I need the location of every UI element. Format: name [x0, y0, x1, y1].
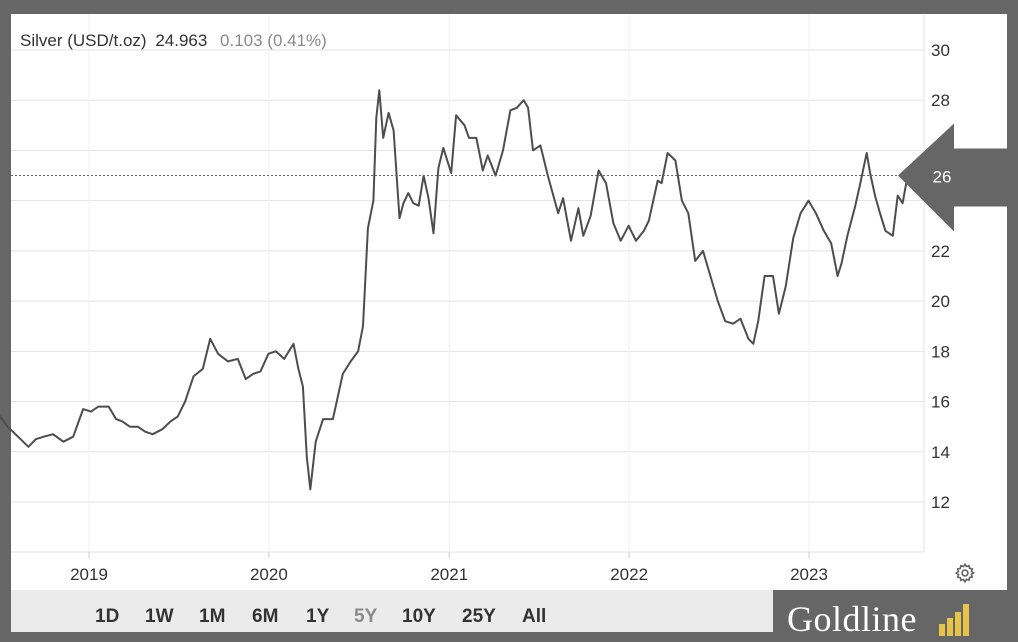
x-tick-label: 2023 [790, 565, 828, 584]
y-tick-label: 16 [931, 393, 950, 412]
range-button-1w[interactable]: 1W [145, 606, 174, 627]
x-tick-label: 2020 [250, 565, 288, 584]
gear-icon[interactable] [954, 562, 976, 584]
chart-header: Silver (USD/t.oz) 24.963 0.103 (0.41%) [20, 31, 327, 51]
range-button-all[interactable]: All [522, 606, 547, 627]
y-tick-label: 18 [931, 342, 950, 361]
y-tick-label: 22 [931, 242, 950, 261]
y-tick-label: 30 [931, 41, 950, 60]
range-button-1m[interactable]: 1M [199, 606, 226, 627]
y-tick-label: 28 [931, 91, 950, 110]
y-tick-label: 12 [931, 493, 950, 512]
logo-bars-icon [939, 604, 969, 636]
range-button-5y[interactable]: 5Y [354, 606, 378, 627]
logo-text: Goldline [787, 599, 917, 639]
instrument-name: Silver (USD/t.oz) [20, 31, 147, 50]
range-button-6m[interactable]: 6M [252, 606, 279, 627]
silver-price-line [0, 89, 909, 491]
chart-panel [11, 14, 1007, 590]
y-tick-label: 20 [931, 292, 950, 311]
range-button-1y[interactable]: 1Y [306, 606, 330, 627]
range-button-25y[interactable]: 25Y [462, 606, 496, 627]
goldline-logo: Goldline [773, 592, 1007, 642]
current-price-marker [898, 123, 1007, 232]
x-tick-label: 2022 [610, 565, 648, 584]
x-tick-label: 2021 [430, 565, 468, 584]
current-price-label: 26 [933, 168, 952, 187]
current-price: 24.963 [155, 31, 208, 50]
range-selector-bar [11, 590, 773, 632]
price-change: 0.103 (0.41%) [220, 31, 327, 50]
range-button-1d[interactable]: 1D [95, 606, 120, 627]
x-tick-label: 2019 [70, 565, 108, 584]
range-button-10y[interactable]: 10Y [402, 606, 436, 627]
y-tick-label: 14 [931, 443, 950, 462]
